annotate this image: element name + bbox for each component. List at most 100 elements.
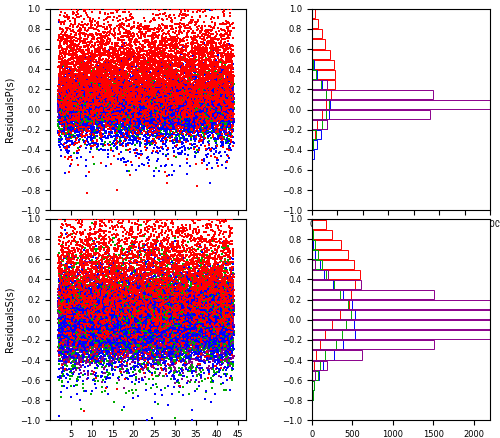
Point — [60, 141, 68, 148]
Point — [146, 51, 154, 58]
Point — [127, 101, 135, 108]
Point — [222, 102, 230, 109]
Point — [55, 99, 63, 106]
Point — [130, 292, 138, 299]
Point — [182, 85, 190, 92]
Point — [63, 313, 71, 320]
Point — [212, 323, 220, 330]
Point — [90, 107, 98, 114]
Point — [128, 104, 136, 111]
Point — [148, 90, 156, 97]
Point — [64, 76, 72, 83]
Point — [94, 229, 102, 236]
Point — [68, 113, 76, 120]
Point — [156, 104, 164, 111]
Point — [114, 55, 122, 62]
Point — [120, 104, 128, 111]
Point — [216, 90, 224, 97]
Point — [106, 321, 114, 328]
Point — [105, 290, 113, 297]
Point — [170, 102, 177, 110]
Point — [228, 126, 236, 133]
Point — [92, 99, 100, 106]
Point — [138, 108, 146, 115]
Point — [136, 322, 143, 329]
Point — [216, 80, 224, 87]
Point — [137, 318, 145, 325]
Point — [216, 295, 224, 302]
Point — [168, 293, 175, 300]
Point — [160, 302, 168, 309]
Point — [122, 116, 130, 123]
Point — [228, 364, 236, 371]
Point — [72, 85, 80, 92]
Point — [141, 350, 149, 357]
Point — [172, 116, 179, 123]
Point — [126, 96, 134, 103]
Point — [228, 102, 236, 109]
Point — [113, 102, 121, 109]
Point — [74, 97, 82, 104]
Point — [222, 300, 230, 307]
Point — [112, 145, 120, 152]
Point — [205, 104, 213, 111]
Point — [156, 113, 164, 120]
Point — [176, 108, 184, 115]
Point — [209, 91, 217, 98]
Point — [116, 320, 124, 327]
Point — [90, 326, 98, 333]
Point — [183, 131, 191, 138]
Point — [214, 104, 222, 111]
Point — [200, 329, 208, 336]
Point — [190, 85, 198, 92]
Point — [88, 349, 96, 356]
Point — [127, 265, 135, 272]
Point — [220, 123, 228, 130]
Point — [141, 309, 149, 316]
Point — [77, 304, 85, 311]
Point — [145, 327, 153, 334]
Point — [167, 124, 175, 131]
Point — [99, 111, 107, 118]
Point — [138, 300, 145, 307]
Point — [66, 84, 74, 91]
Point — [193, 309, 201, 316]
Point — [170, 360, 177, 367]
Point — [113, 100, 121, 107]
Point — [155, 99, 163, 106]
Point — [130, 92, 138, 99]
Point — [93, 94, 101, 101]
Point — [91, 64, 99, 71]
Point — [188, 247, 196, 254]
Point — [210, 316, 218, 323]
Point — [223, 103, 231, 110]
Point — [226, 99, 234, 106]
Point — [59, 96, 67, 103]
Point — [108, 39, 116, 46]
Point — [172, 95, 180, 102]
Point — [67, 329, 75, 336]
Point — [162, 325, 170, 332]
Point — [62, 9, 70, 16]
Point — [164, 104, 172, 111]
Point — [124, 349, 132, 356]
Point — [82, 299, 90, 306]
Point — [94, 303, 102, 310]
Point — [76, 343, 84, 350]
Point — [186, 293, 194, 300]
Point — [164, 319, 172, 326]
Point — [61, 60, 69, 67]
Point — [163, 312, 171, 319]
Point — [90, 313, 98, 320]
Point — [219, 321, 227, 328]
Point — [173, 74, 181, 81]
Point — [204, 96, 212, 103]
Point — [128, 85, 136, 92]
Point — [102, 334, 110, 341]
Point — [138, 103, 146, 110]
Point — [74, 105, 82, 112]
Point — [142, 279, 150, 286]
Point — [110, 308, 118, 315]
Point — [97, 327, 105, 334]
Point — [142, 104, 150, 111]
